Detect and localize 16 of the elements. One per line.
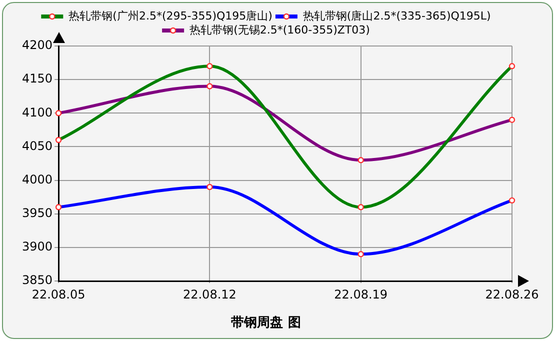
x-tick-label: 22.08.19 bbox=[334, 287, 388, 302]
y-tick-label: 3950 bbox=[22, 206, 53, 220]
legend-label: 热轧带钢(广州2.5*(295-355)Q195唐山) bbox=[68, 9, 272, 22]
text: 带钢周盘 图 bbox=[231, 316, 301, 331]
y-tick-label: 4100 bbox=[22, 105, 53, 120]
y-tick-label: 4200 bbox=[22, 38, 53, 52]
y-tick-label: 4000 bbox=[22, 172, 53, 186]
y-tick-label: 3850 bbox=[22, 273, 53, 288]
x-tick-label: 22.08.12 bbox=[182, 287, 236, 302]
legend-label: 热轧带钢(唐山2.5*(335-365)Q195L) bbox=[302, 9, 491, 22]
legend-label: 热轧带钢(无锡2.5*(160-355)ZT03) bbox=[190, 23, 370, 36]
y-tick-label: 3900 bbox=[22, 240, 53, 254]
y-tick-label: 4150 bbox=[22, 72, 53, 86]
y-tick-label: 4050 bbox=[22, 138, 53, 153]
x-tick-label: 22.08.26 bbox=[485, 287, 539, 302]
x-tick-label: 22.08.05 bbox=[32, 287, 86, 302]
